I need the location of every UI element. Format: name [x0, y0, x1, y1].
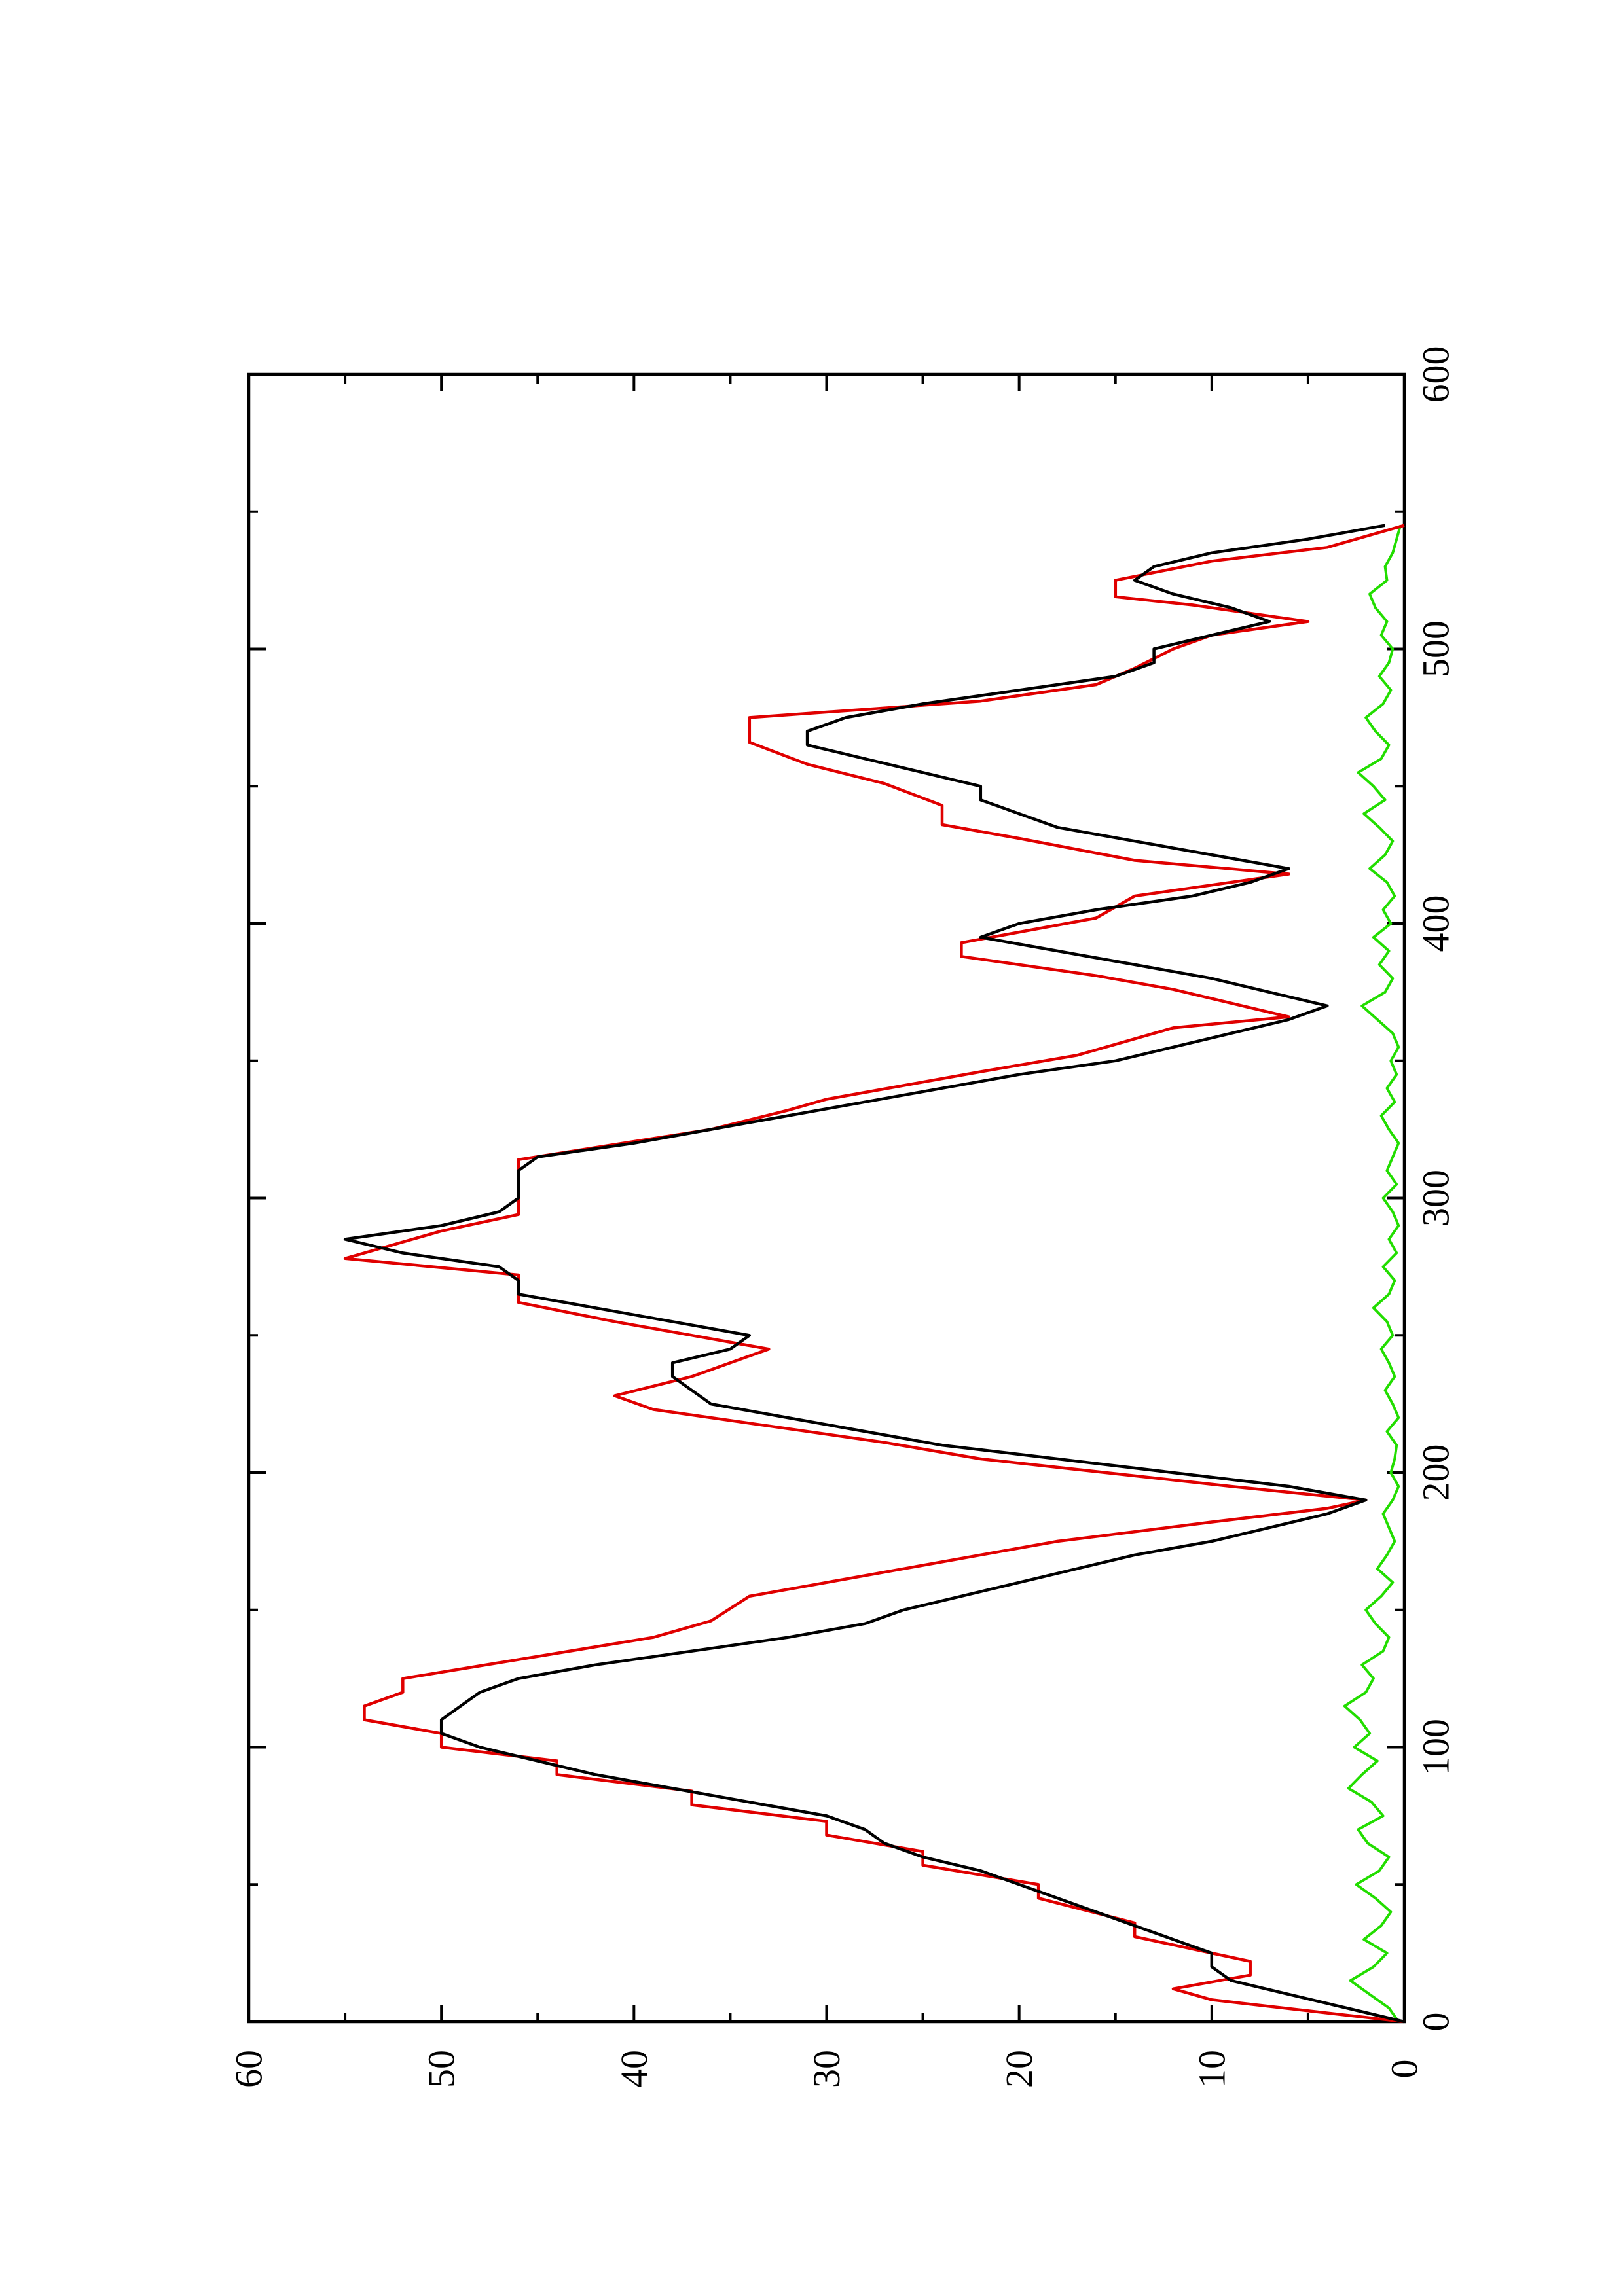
series-line-2 [1343, 525, 1402, 2023]
y-tick-label-20: 20 [998, 2050, 1040, 2088]
ticks [247, 373, 1406, 2023]
tick-labels: 0 100 200 300 400 500 600 0 10 20 30 40 50 60 [228, 346, 1457, 2089]
x-tick-label-200: 200 [1415, 1444, 1457, 1501]
x-tick-label-300: 300 [1415, 1170, 1457, 1227]
x-tick-label-100: 100 [1415, 1719, 1457, 1776]
x-tick-label-500: 500 [1415, 620, 1457, 677]
series [343, 524, 1405, 2024]
x-tick-label-600: 600 [1415, 346, 1457, 403]
series-line-1 [343, 524, 1405, 2024]
y-tick-label-30: 30 [805, 2050, 848, 2088]
x-tick-label-400: 400 [1415, 895, 1457, 952]
x-tick-label-0: 0 [1415, 2013, 1457, 2032]
y-tick-label-0: 0 [1383, 2060, 1426, 2079]
y-tick-label-10: 10 [1190, 2050, 1233, 2088]
series-line-0 [343, 524, 1405, 2024]
y-tick-label-40: 40 [613, 2050, 655, 2088]
y-tick-label-50: 50 [420, 2050, 463, 2088]
y-tick-label-60: 60 [228, 2050, 270, 2088]
plot-frame [247, 372, 1406, 2024]
